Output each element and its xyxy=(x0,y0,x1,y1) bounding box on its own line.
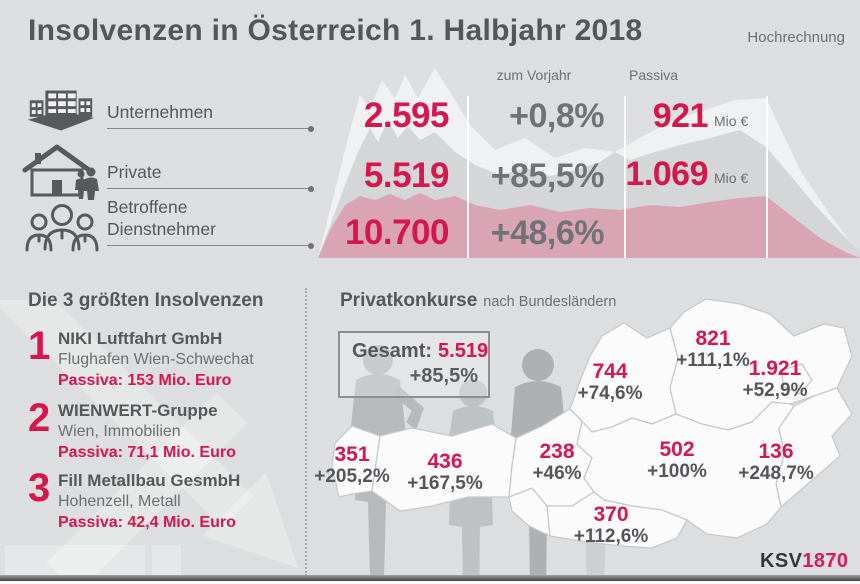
row-label-dienstnehmer: Betroffene Dienstnehmer xyxy=(107,197,216,239)
map-label-kaernten: 370 +112,6% xyxy=(574,504,649,547)
top3-item-2: 2 WIENWERT-Gruppe Wien, Immobilien Passi… xyxy=(28,398,298,462)
region-change: +248,7% xyxy=(738,463,814,484)
company-passiva: Passiva: 71,1 Mio. Euro xyxy=(58,444,236,462)
house-icon xyxy=(18,143,102,201)
logo-part-1870: 1870 xyxy=(802,550,849,572)
passiva-unit-unternehmen: Mio € xyxy=(714,113,749,129)
region-change: +46% xyxy=(532,463,582,484)
top3-heading: Die 3 größten Insolvenzen xyxy=(28,290,264,311)
company-name: WIENWERT-Gruppe xyxy=(58,401,218,420)
region-value: 1.921 xyxy=(748,357,802,380)
rank-number: 1 xyxy=(28,324,51,368)
passiva-unit-private: Mio € xyxy=(714,170,749,186)
declining-arrow-watermark xyxy=(0,300,298,580)
region-change: +167,5% xyxy=(407,473,483,494)
region-change: +74,6% xyxy=(577,383,643,404)
passiva-private: 1.069 xyxy=(625,155,708,193)
company-passiva: Passiva: 153 Mio. Euro xyxy=(58,372,232,390)
region-value: 238 xyxy=(539,440,575,463)
ksv1870-logo: KSV1870 xyxy=(760,550,848,573)
map-label-salzburg: 238 +46% xyxy=(532,441,581,484)
column-separator xyxy=(624,96,626,258)
row-label-unternehmen: Unternehmen xyxy=(107,102,214,122)
map-label-oberoesterreich: 744 +74,6% xyxy=(578,361,643,404)
state-steiermark xyxy=(576,401,795,539)
map-label-burgenland: 136 +248,7% xyxy=(738,441,814,484)
region-value: 136 xyxy=(758,440,794,463)
passiva-unternehmen: 921 xyxy=(652,97,709,135)
state-kaernten xyxy=(546,491,688,549)
company-detail: Hohenzell, Metall xyxy=(58,492,181,510)
region-value: 744 xyxy=(592,360,628,383)
state-vorarlberg xyxy=(332,425,381,498)
region-value: 351 xyxy=(334,443,370,466)
leader-line xyxy=(107,125,314,132)
region-change: +52,9% xyxy=(742,380,808,401)
row-label-private: Private xyxy=(107,162,162,182)
company-detail: Flughafen Wien-Schwechat xyxy=(58,350,254,368)
region-change: +100% xyxy=(647,461,707,482)
region-change: +205,2% xyxy=(314,466,390,487)
company-detail: Wien, Immobilien xyxy=(58,422,181,440)
company-name: Fill Metallbau GesmbH xyxy=(58,471,241,490)
change-dienstnehmer: +48,6% xyxy=(490,214,605,252)
area-chart-background xyxy=(318,68,860,258)
region-value: 821 xyxy=(695,327,731,350)
region-change: +111,1% xyxy=(676,350,750,371)
region-value: 370 xyxy=(593,503,629,526)
top3-item-1: 1 NIKI Luftfahrt GmbH Flughafen Wien-Sch… xyxy=(28,326,298,390)
map-label-wien: 1.921 +52,9% xyxy=(743,358,808,401)
leader-line xyxy=(107,242,314,249)
gesamt-label: Gesamt: xyxy=(352,340,433,362)
subtitle-hochrechnung: Hochrechnung xyxy=(747,29,845,46)
company-passiva: Passiva: 42,4 Mio. Euro xyxy=(58,514,236,532)
change-private: +85,5% xyxy=(490,157,605,195)
rank-number: 3 xyxy=(28,466,51,510)
map-label-steiermark: 502 +100% xyxy=(647,439,707,482)
company-name: NIKI Luftfahrt GmbH xyxy=(58,329,223,348)
value-dienstnehmer: 10.700 xyxy=(344,213,450,252)
people-icon xyxy=(24,203,100,253)
map-heading-main: Privatkonkurse xyxy=(340,290,478,311)
region-value: 436 xyxy=(427,450,463,473)
gesamt-change: +85,5% xyxy=(409,365,478,387)
map-label-vorarlberg: 351 +205,2% xyxy=(314,444,390,487)
bottom-edge xyxy=(0,575,860,581)
region-change: +112,6% xyxy=(573,526,649,547)
region-value: 502 xyxy=(659,438,695,461)
page-title: Insolvenzen in Österreich 1. Halbjahr 20… xyxy=(28,14,643,47)
gesamt-value: 5.519 xyxy=(438,340,489,362)
column-separator xyxy=(766,96,768,258)
building-icon xyxy=(22,86,100,138)
top3-item-3: 3 Fill Metallbau GesmbH Hohenzell, Metal… xyxy=(28,468,298,532)
column-separator xyxy=(467,96,469,258)
change-unternehmen: +0,8% xyxy=(509,97,604,135)
gesamt-total-box: Gesamt: 5.519 +85,5% xyxy=(338,331,490,398)
map-label-niederoesterreich: 821 +111,1% xyxy=(676,328,749,371)
leader-line xyxy=(107,185,314,192)
value-unternehmen: 2.595 xyxy=(363,96,450,135)
area-layer-pink xyxy=(318,193,860,258)
column-header-passiva: Passiva xyxy=(629,67,679,83)
value-private: 5.519 xyxy=(363,156,450,195)
dotted-divider xyxy=(305,288,307,576)
austria-map xyxy=(332,298,853,549)
bottom-edge-highlight xyxy=(0,581,860,584)
column-header-vorjahr: zum Vorjahr xyxy=(496,67,572,83)
logo-part-ksv: KSV xyxy=(760,550,803,572)
rank-number: 2 xyxy=(28,396,51,440)
map-heading-sub: nach Bundesländern xyxy=(483,294,617,310)
state-wien xyxy=(781,363,813,395)
map-label-tirol: 436 +167,5% xyxy=(407,451,483,494)
map-heading: Privatkonkurse nach Bundesländern xyxy=(340,290,616,312)
